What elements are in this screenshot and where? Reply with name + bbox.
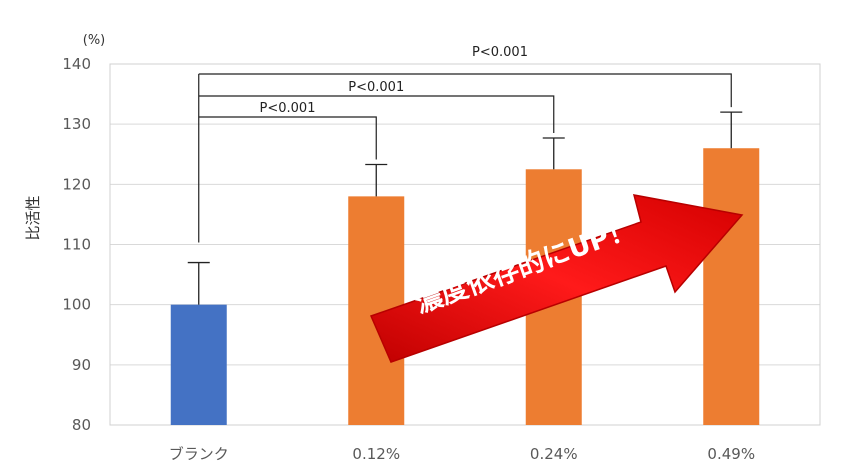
plot-area-border bbox=[109, 63, 821, 426]
y-tick-label: 120 bbox=[62, 175, 91, 193]
bar bbox=[170, 304, 227, 425]
significance-bracket bbox=[198, 116, 377, 160]
y-tick-label: 90 bbox=[72, 356, 91, 374]
bar bbox=[703, 148, 760, 425]
x-tick-label: 0.12% bbox=[352, 445, 400, 463]
significance-bracket bbox=[198, 73, 732, 108]
x-axis: ブランク 0.12% 0.24% 0.49% bbox=[169, 445, 755, 463]
y-tick-label: 140 bbox=[62, 55, 91, 73]
significance-bracket bbox=[198, 95, 555, 134]
y-axis-label: 比活性 bbox=[24, 195, 42, 240]
x-tick-label: 0.24% bbox=[530, 445, 578, 463]
p-value-label: P<0.001 bbox=[260, 101, 316, 116]
y-tick-label: 130 bbox=[62, 115, 91, 133]
trend-arrow-shape bbox=[369, 194, 744, 363]
y-tick-label: 110 bbox=[62, 236, 91, 254]
p-value-label: P<0.001 bbox=[472, 45, 528, 60]
x-tick-label: ブランク bbox=[169, 445, 229, 463]
y-axis-unit: (%) bbox=[83, 33, 106, 48]
y-axis: 80 90 100 110 120 130 140 bbox=[62, 55, 91, 434]
y-tick-label: 80 bbox=[72, 416, 91, 434]
error-bars bbox=[187, 111, 743, 305]
y-tick-label: 100 bbox=[62, 296, 91, 314]
significance-brackets: P<0.001 P<0.001 P<0.001 bbox=[198, 45, 732, 243]
p-value-label: P<0.001 bbox=[348, 80, 404, 95]
x-tick-label: 0.49% bbox=[707, 445, 755, 463]
